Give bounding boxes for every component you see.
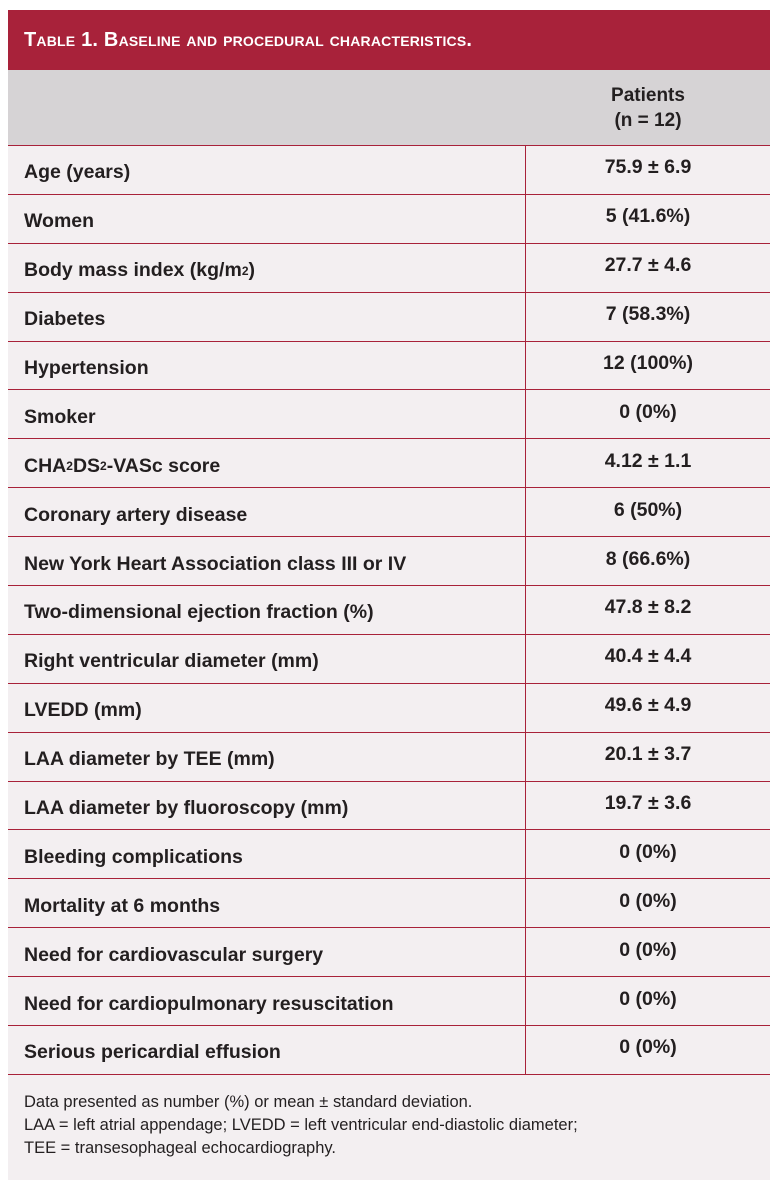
row-label: Body mass index (kg/m 2)	[8, 243, 526, 292]
table-row: New York Heart Association class III or …	[8, 537, 770, 587]
footnote-line: Data presented as number (%) or mean ± s…	[24, 1092, 473, 1111]
table-body: Age (years) 75.9 ± 6.9 Women 5 (41.6%) B…	[8, 146, 770, 1075]
table-row: Mortality at 6 months 0 (0%)	[8, 879, 770, 929]
table-row: Smoker 0 (0%)	[8, 390, 770, 440]
row-label: Two-dimensional ejection fraction (%)	[8, 586, 526, 634]
table-row: Diabetes 7 (58.3%)	[8, 292, 770, 342]
row-value: 12 (100%)	[603, 352, 693, 374]
row-label: Serious pericardial effusion	[8, 1026, 526, 1074]
row-label-b: DS	[72, 454, 101, 477]
row-label: Women	[8, 194, 526, 243]
column-header-empty	[8, 70, 526, 145]
row-value: 19.7 ± 3.6	[604, 792, 692, 815]
row-value: 0 (0%)	[619, 889, 677, 912]
row-label: Bleeding complications	[8, 830, 526, 879]
table-row: LAA diameter by TEE (mm) 20.1 ± 3.7	[8, 732, 770, 782]
row-value: 4.12 ± 1.1	[604, 449, 692, 472]
row-label: Right ventricular diameter (mm)	[8, 634, 526, 683]
row-label: New York Heart Association class III or …	[8, 537, 526, 586]
column-header-line2: (n = 12)	[614, 109, 682, 131]
row-label-main: Body mass index (kg/m	[24, 259, 242, 282]
table-title: Table 1. Baseline and procedural charact…	[24, 28, 473, 51]
row-value: 27.7 ± 4.6	[604, 254, 692, 277]
row-value: 49.6 ± 4.9	[604, 694, 692, 717]
row-label: Age (years)	[8, 146, 526, 194]
row-value: 0 (0%)	[619, 400, 677, 423]
row-label: Need for cardiopulmonary resuscitation	[8, 977, 526, 1026]
table-row: Need for cardiopulmonary resuscitation 0…	[8, 977, 770, 1027]
row-value: 47.8 ± 8.2	[604, 596, 692, 619]
table-row: Serious pericardial effusion 0 (0%)	[8, 1026, 770, 1075]
table-row: Hypertension 12 (100%)	[8, 341, 770, 391]
row-value: 75.9 ± 6.9	[604, 156, 692, 179]
table-row: Coronary artery disease 6 (50%)	[8, 488, 770, 538]
table-container: Table 1. Baseline and procedural charact…	[8, 10, 770, 1180]
table-row: Bleeding complications 0 (0%)	[8, 830, 770, 880]
row-value: 40.4 ± 4.4	[604, 645, 692, 668]
row-label-sub2: 2	[100, 459, 107, 474]
row-value: 6 (50%)	[613, 498, 683, 521]
table-row: CHA 2 DS 2 -VASc score 4.12 ± 1.1	[8, 439, 770, 489]
row-label: LAA diameter by TEE (mm)	[8, 732, 526, 781]
row-value: 20.1 ± 3.7	[604, 743, 692, 766]
row-label-end: )	[248, 259, 256, 282]
row-label: CHA 2 DS 2 -VASc score	[8, 439, 526, 488]
row-value: 5 (41.6%)	[605, 205, 691, 228]
row-value: 7 (58.3%)	[605, 303, 691, 326]
column-header-patients: Patients (n = 12)	[526, 70, 770, 145]
row-label: Smoker	[8, 390, 526, 439]
table-row: Right ventricular diameter (mm) 40.4 ± 4…	[8, 634, 770, 684]
row-value: 0 (0%)	[619, 987, 677, 1010]
table-row: Two-dimensional ejection fraction (%) 47…	[8, 586, 770, 635]
row-label: LAA diameter by fluoroscopy (mm)	[8, 781, 526, 830]
row-label-sup: 2	[241, 263, 249, 278]
table-row: LVEDD (mm) 49.6 ± 4.9	[8, 683, 770, 733]
table-row: Women 5 (41.6%)	[8, 194, 770, 244]
row-label-c: -VASc score	[106, 454, 221, 477]
row-label: Hypertension	[8, 341, 526, 390]
table-footnotes: Data presented as number (%) or mean ± s…	[8, 1075, 770, 1160]
table-title-bar: Table 1. Baseline and procedural charact…	[8, 10, 770, 70]
footnote-line: TEE = transesophageal echocardiography.	[24, 1138, 337, 1157]
table-row: Need for cardiovascular surgery 0 (0%)	[8, 928, 770, 978]
row-value: 8 (66.6%)	[605, 547, 691, 570]
row-label: Diabetes	[8, 292, 526, 341]
row-value: 0 (0%)	[619, 938, 677, 961]
footnote-line: LAA = left atrial appendage; LVEDD = lef…	[24, 1115, 578, 1134]
row-label-a: CHA	[24, 454, 67, 477]
table-row: Age (years) 75.9 ± 6.9	[8, 146, 770, 195]
row-label: Mortality at 6 months	[8, 879, 526, 928]
table-row: Body mass index (kg/m 2) 27.7 ± 4.6	[8, 243, 770, 293]
row-value: 0 (0%)	[619, 840, 677, 863]
row-label: Coronary artery disease	[8, 488, 526, 537]
row-label: Need for cardiovascular surgery	[8, 928, 526, 977]
table-row: LAA diameter by fluoroscopy (mm) 19.7 ± …	[8, 781, 770, 831]
row-label: LVEDD (mm)	[8, 683, 526, 732]
column-header-line1: Patients	[611, 84, 685, 106]
column-header-row: Patients (n = 12)	[8, 70, 770, 146]
row-value: 0 (0%)	[619, 1036, 677, 1059]
row-label-sub1: 2	[66, 459, 73, 474]
